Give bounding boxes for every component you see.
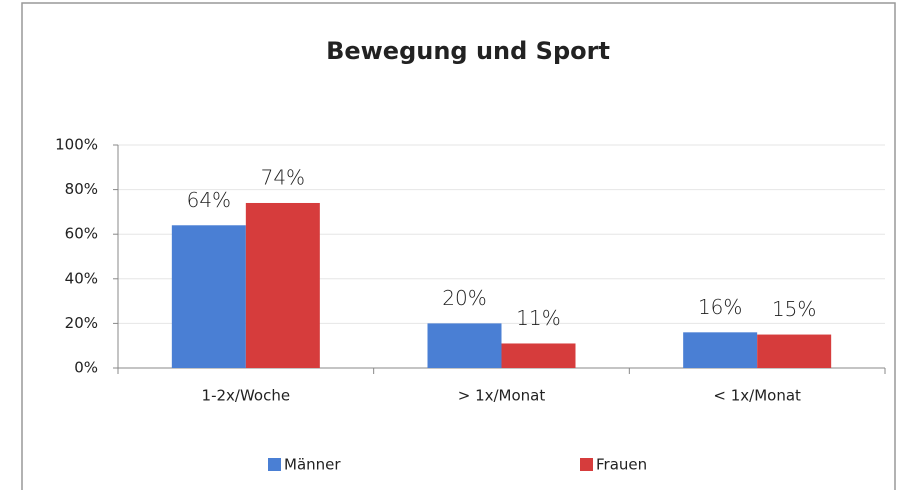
x-tick-label: < 1x/Monat: [713, 387, 801, 405]
value-label: 11%: [516, 306, 560, 330]
bar: [171, 225, 246, 368]
value-label: 15%: [772, 297, 816, 321]
legend-label: Männer: [284, 456, 341, 474]
x-tick-label: > 1x/Monat: [458, 387, 546, 405]
y-tick-label: 100%: [55, 136, 98, 154]
value-label: 20%: [442, 286, 486, 310]
legend-swatch: [580, 458, 593, 471]
value-label: 16%: [698, 295, 742, 319]
bar: [501, 343, 576, 368]
bar: [757, 334, 832, 368]
chart-title: Bewegung und Sport: [326, 37, 610, 65]
value-label: 64%: [187, 188, 231, 212]
legend-label: Frauen: [596, 456, 647, 474]
bar: [427, 323, 502, 368]
legend-swatch: [268, 458, 281, 471]
bar: [683, 332, 758, 368]
y-tick-label: 60%: [65, 225, 98, 243]
y-tick-label: 80%: [65, 180, 98, 198]
y-tick-label: 40%: [65, 269, 98, 287]
y-tick-label: 0%: [74, 359, 98, 377]
x-tick-label: 1-2x/Woche: [202, 387, 291, 405]
value-label: 74%: [261, 165, 305, 189]
bar: [245, 202, 320, 368]
chart-frame: [21, 2, 896, 490]
y-tick-label: 20%: [65, 314, 98, 332]
